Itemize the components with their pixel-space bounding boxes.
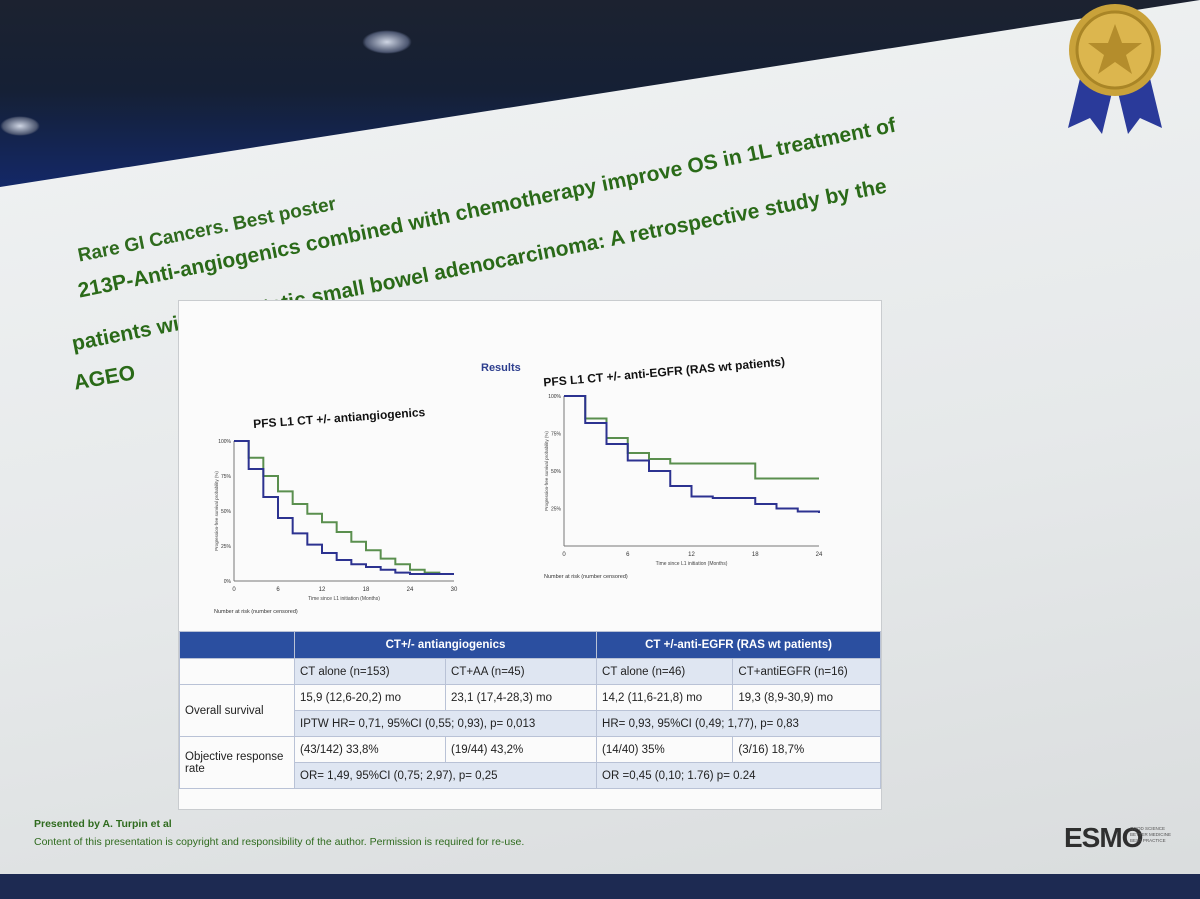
esmo-tagline: GOOD SCIENCE BETTER MEDICINE BEST PRACTI… (1130, 826, 1190, 844)
table-cell-orr-or-2: OR =0,45 (0,10; 1.76) p= 0.24 (596, 762, 881, 789)
table-cell-arm: CT+antiEGFR (n=16) (732, 658, 881, 685)
chart-2-x-tick: 12 (688, 552, 695, 558)
table-cell-orr-or-1: OR= 1,49, 95%CI (0,75; 2,97), p= 0,25 (293, 762, 598, 789)
table-cell-os: 19,3 (8,9-30,9) mo (732, 684, 881, 711)
chart-1-x-label: Time since L1 initiation (Months) (308, 596, 380, 602)
chart-2-x-tick: 18 (752, 552, 759, 558)
chart-1-y-tick: 75% (221, 474, 232, 480)
chart-2-series-line (564, 395, 820, 513)
chart-1-x-tick: 12 (319, 587, 326, 593)
esmo-tagline-line: BEST PRACTICE (1130, 838, 1166, 843)
copyright-notice: Content of this presentation is copyrigh… (34, 836, 525, 848)
table-header-group-1: CT+/- antiangiogenics (293, 631, 598, 659)
chart-2-km-plot: 0 6 12 18 24 25% 50% 75% 100% Time since L1 initi… (544, 394, 823, 580)
chart-1-y-tick: 25% (221, 544, 232, 550)
award-medal-icon (1068, 4, 1162, 134)
results-label: Results (481, 362, 521, 374)
table-cell-os-hr-1: IPTW HR= 0,71, 95%CI (0,55; 0,93), p= 0,… (293, 710, 598, 737)
table-cell-arm: CT+AA (n=45) (445, 658, 598, 685)
table-cell-os: 23,1 (17,4-28,3) mo (445, 684, 598, 711)
chart-2-y-label: Progression-free survival probability (%… (544, 431, 549, 511)
table-cell-orr: (14/40) 35% (596, 736, 734, 763)
table-row-label-os: Overall survival (179, 684, 295, 737)
table-cell-os-hr-2: HR= 0,93, 95%CI (0,49; 1,77), p= 0,83 (596, 710, 881, 737)
chart-1-y-tick: 0% (224, 579, 232, 585)
table-cell-orr: (19/44) 43,2% (445, 736, 598, 763)
table-cell-orr: (3/16) 18,7% (732, 736, 881, 763)
chart-1-x-tick: 18 (363, 587, 370, 593)
chart-2-x-tick: 24 (816, 552, 823, 558)
esmo-logo: ESMO (1064, 822, 1143, 853)
table-cell-orr: (43/142) 33,8% (293, 736, 447, 763)
chart-1-y-label: Progression-free survival probability (%… (214, 471, 219, 551)
chart-2-x-label: Time since L1 initiation (Months) (656, 561, 728, 567)
esmo-tagline-line: GOOD SCIENCE (1130, 826, 1166, 831)
chart-1-x-tick: 6 (276, 587, 280, 593)
chart-1-x-tick: 30 (451, 587, 458, 593)
table-row-orr: Objective response rate (43/142) 33,8% (… (179, 736, 881, 789)
chart-1-risk-label: Number at risk (number censored) (214, 609, 298, 615)
table-row-orr-or: OR= 1,49, 95%CI (0,75; 2,97), p= 0,25 OR… (180, 762, 881, 789)
table-cell-os: 15,9 (12,6-20,2) mo (293, 684, 447, 711)
chart-2-risk-label: Number at risk (number censored) (544, 574, 628, 580)
chart-2-y-tick: 100% (548, 394, 561, 400)
chart-1-x-tick: 0 (232, 587, 236, 593)
table-cell-empty (179, 658, 295, 685)
chart-1-km-plot: 0 6 12 18 24 30 0% 25% 50% 75% 100% Time since L1 i… (214, 439, 458, 615)
ceiling-light (0, 116, 40, 136)
chart-2-x-tick: 0 (562, 552, 566, 558)
chart-1-x-tick: 24 (407, 587, 414, 593)
table-header-row: CT+/- antiangiogenics CT +/-anti-EGFR (R… (179, 631, 881, 659)
chart-1-series-line (234, 440, 454, 575)
table-cell-arm: CT alone (n=153) (293, 658, 447, 685)
chart-1-y-tick: 100% (218, 439, 231, 445)
chart-2-y-tick: 25% (551, 507, 562, 513)
screen-bottom-edge (0, 874, 1200, 899)
presented-by: Presented by A. Turpin et al (34, 818, 172, 830)
table-row-arms: CT alone (n=153) CT+AA (n=45) CT alone (… (179, 658, 881, 685)
chart-1-y-tick: 50% (221, 509, 232, 515)
table-row-os: Overall survival 15,9 (12,6-20,2) mo 23,… (179, 684, 881, 737)
chart-2-x-tick: 6 (626, 552, 630, 558)
table-header-empty (179, 631, 295, 659)
esmo-tagline-line: BETTER MEDICINE (1130, 832, 1172, 837)
ceiling-light (362, 30, 412, 54)
chart-2-series-line (564, 395, 819, 480)
table-header-group-2: CT +/-anti-EGFR (RAS wt patients) (596, 631, 881, 659)
table-row-os-hr: IPTW HR= 0,71, 95%CI (0,55; 0,93), p= 0,… (180, 710, 881, 737)
chart-2-y-tick: 75% (551, 432, 562, 438)
chart-1-series-line (234, 440, 454, 575)
table-cell-arm: CT alone (n=46) (596, 658, 734, 685)
table-cell-os: 14,2 (11,6-21,8) mo (596, 684, 734, 711)
chart-2-y-tick: 50% (551, 469, 562, 475)
table-row-label-orr: Objective response rate (179, 736, 295, 789)
results-table: CT+/- antiangiogenics CT +/-anti-EGFR (R… (179, 631, 881, 789)
